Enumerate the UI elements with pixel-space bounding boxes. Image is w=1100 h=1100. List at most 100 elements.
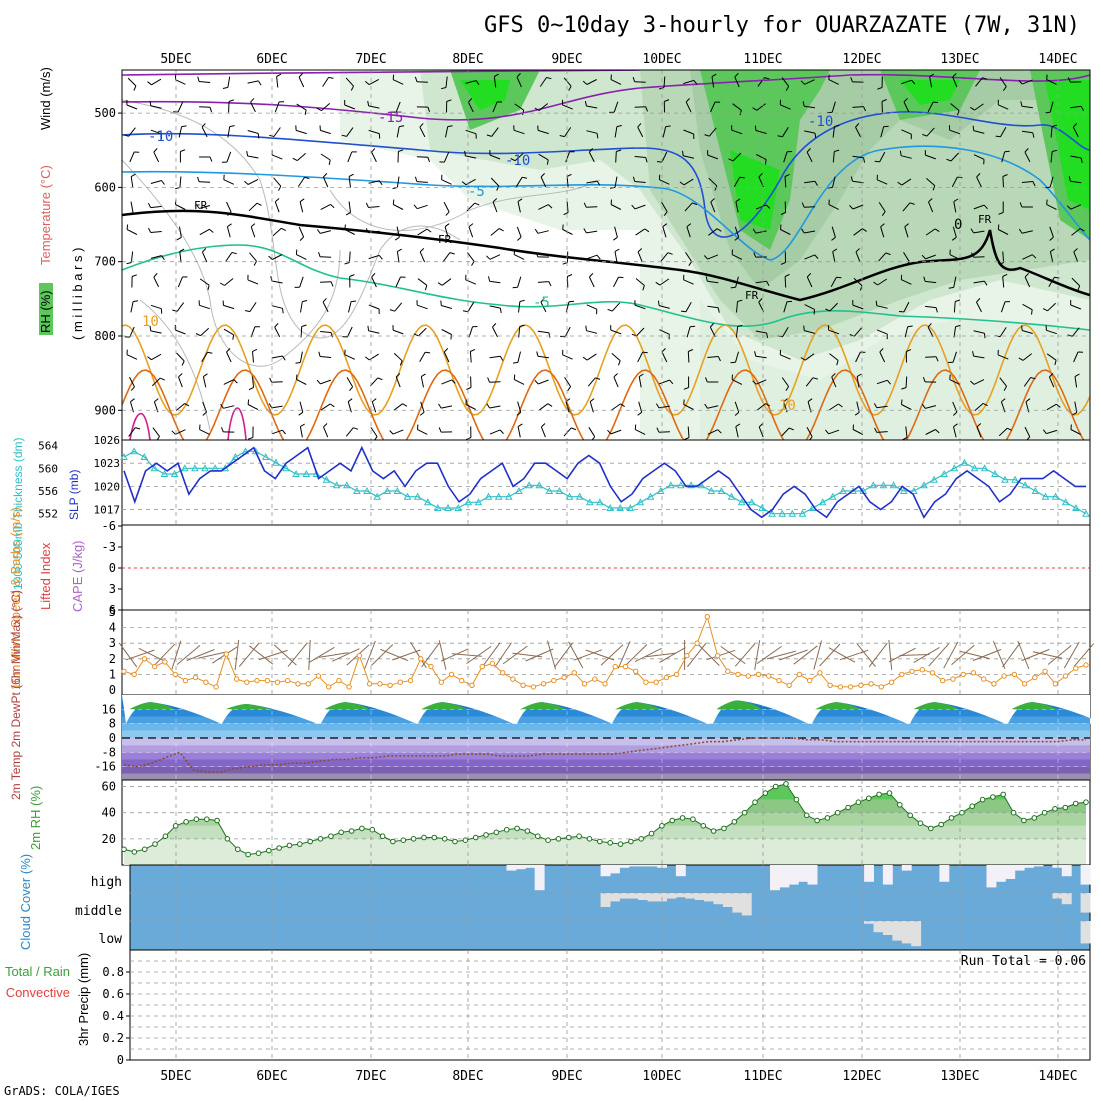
wind-barb-flag <box>207 351 213 354</box>
wind-barb-flag <box>686 223 692 228</box>
wind-barb <box>271 405 283 409</box>
wind-barb-flag <box>642 351 648 354</box>
wind-barb <box>513 254 525 260</box>
wind-barb-10m <box>585 649 615 661</box>
wind-barb-flag <box>955 324 961 328</box>
wind-barb <box>396 226 400 238</box>
wind-speed-marker <box>540 681 547 687</box>
wind-barb <box>925 429 936 435</box>
wind-speed-marker <box>377 681 383 687</box>
wind-barb <box>274 326 281 338</box>
thickness-tick-label: 552 <box>38 508 58 521</box>
wind-barb <box>804 130 816 134</box>
slp-tick-label: 1023 <box>94 457 121 470</box>
rh2m-marker <box>928 825 934 832</box>
wind-barb <box>852 429 864 435</box>
wind-barb <box>227 76 231 88</box>
wind-barb-flag <box>302 300 308 303</box>
wind-barb-flag <box>328 76 334 79</box>
wind-barb-flag <box>567 386 572 391</box>
temp-band <box>122 752 1090 760</box>
wind-barb-flag <box>517 198 523 203</box>
wind-barb <box>518 301 521 313</box>
wind-barb-flag <box>154 398 159 403</box>
wind-barb-flag <box>153 273 158 278</box>
wind-speed-marker <box>510 676 516 682</box>
wind-barb-flag <box>1032 181 1036 187</box>
wind-barb <box>588 276 595 288</box>
wind-barb <box>151 377 161 387</box>
rh2m-marker <box>555 836 562 842</box>
lifted-index-tick-label: -6 <box>102 519 116 533</box>
wind-barb <box>586 304 598 310</box>
wind-barb <box>877 278 888 286</box>
rh2m-marker <box>855 799 862 806</box>
wind-speed-marker <box>929 670 936 676</box>
wind-barb-flag <box>499 355 504 361</box>
wind-barb <box>126 354 138 360</box>
rh2m-marker <box>917 820 924 827</box>
wind-barb <box>1049 101 1054 113</box>
wind-barb-flag <box>1073 248 1078 253</box>
wind-barb <box>516 76 522 88</box>
contour-label: -10 <box>148 129 173 145</box>
wind-barb <box>467 101 474 113</box>
rh-label: RH (%) <box>38 290 53 333</box>
slp-tick-label: 1026 <box>94 434 121 447</box>
wind-barb <box>1021 181 1033 183</box>
wind-barb <box>925 254 936 260</box>
temp-max-peak <box>324 702 370 710</box>
cloud-cell <box>515 865 526 870</box>
wind-barb <box>296 254 307 260</box>
thickness-marker <box>950 464 959 472</box>
wind-barb <box>901 178 912 186</box>
rh2m-marker <box>421 834 427 841</box>
wind-barb <box>927 101 934 113</box>
wind-barb-flag <box>684 437 690 440</box>
thickness-marker <box>120 452 128 460</box>
wind-barb-flag <box>250 223 256 228</box>
wind-barb <box>876 405 888 409</box>
wind-barb-flag <box>159 377 165 381</box>
wind-barb <box>322 77 330 87</box>
lifted-index-label: Lifted Index <box>38 542 53 610</box>
thickness-marker <box>434 503 442 511</box>
wind-barb-flag <box>179 248 185 252</box>
wind-barb-flag <box>322 298 327 303</box>
wind-barb-flag <box>780 224 782 230</box>
wind-barb <box>614 226 618 238</box>
wind-barb <box>586 180 598 184</box>
wind-barb <box>489 355 501 359</box>
thickness-tick-label: 560 <box>38 462 58 475</box>
wind-barb <box>805 377 814 387</box>
wind-barb <box>517 426 521 438</box>
wind-barb-flag <box>946 158 952 162</box>
wind-barb-flag <box>631 204 636 210</box>
wind-barb <box>396 251 400 263</box>
top-date-label: 9DEC <box>551 52 582 67</box>
wind-barb-flag <box>148 227 152 233</box>
wind-barb-10m <box>819 643 841 667</box>
wind-barb-flag <box>854 411 860 416</box>
wind-tick-label: 1 <box>109 667 116 681</box>
wind-barb <box>614 176 618 188</box>
wind-barb <box>1021 130 1033 134</box>
temp-contour-20 <box>129 407 247 440</box>
thickness-marker <box>302 469 311 477</box>
wind-barb-flag <box>737 324 743 327</box>
wind-barb-flag <box>364 81 370 85</box>
wind-barb <box>395 276 401 288</box>
wind-barb <box>610 204 622 210</box>
wind-barb-flag <box>881 211 886 216</box>
wind-barb-10m <box>438 640 447 670</box>
wind-barb <box>611 353 621 361</box>
wind-barb-flag <box>559 135 565 138</box>
wind-barb <box>780 104 791 110</box>
wind-barb <box>392 429 404 435</box>
wind-barb <box>175 403 185 411</box>
top-date-label: 6DEC <box>256 52 287 67</box>
wind-barb-flag <box>814 254 819 259</box>
wind-speed-marker <box>684 653 690 659</box>
wind-barb <box>953 201 957 213</box>
wind-barb-flag <box>540 173 545 178</box>
